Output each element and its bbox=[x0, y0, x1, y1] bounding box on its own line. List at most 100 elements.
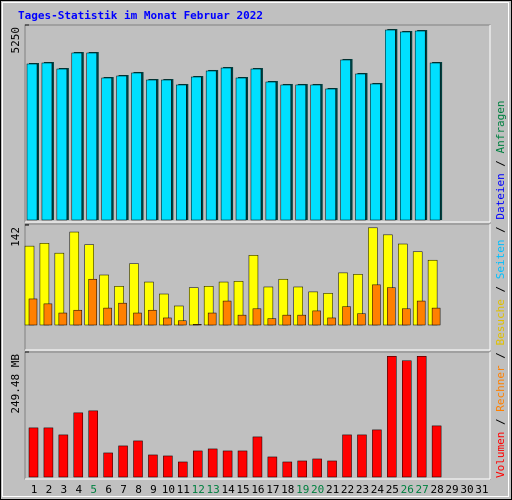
legend-entry: Besuche bbox=[494, 299, 507, 345]
bar bbox=[312, 310, 321, 326]
bar bbox=[148, 454, 158, 478]
bar bbox=[431, 425, 442, 478]
x-tick-label: 11 bbox=[177, 483, 190, 496]
x-tick-label: 25 bbox=[386, 483, 399, 496]
bar bbox=[163, 455, 173, 478]
x-tick-label: 13 bbox=[207, 483, 220, 496]
bar bbox=[400, 31, 411, 221]
bar bbox=[222, 300, 232, 326]
bar bbox=[385, 29, 396, 221]
legend: Volumen / Rechner / Besuche / Seiten / D… bbox=[494, 100, 507, 478]
bar bbox=[295, 84, 306, 221]
bar bbox=[282, 461, 293, 478]
bar bbox=[416, 300, 426, 326]
x-tick-label: 12 bbox=[192, 483, 205, 496]
x-tick-label: 24 bbox=[371, 483, 385, 496]
bar bbox=[372, 429, 382, 478]
bar bbox=[414, 30, 426, 221]
bar bbox=[355, 73, 366, 221]
x-tick-label: 5 bbox=[90, 483, 97, 496]
bar bbox=[267, 456, 278, 478]
bar bbox=[372, 284, 381, 326]
bar bbox=[327, 460, 337, 478]
bar bbox=[43, 303, 53, 326]
bar bbox=[28, 298, 38, 326]
x-tick-label: 30 bbox=[460, 483, 473, 496]
bar bbox=[58, 312, 68, 326]
x-tick-label: 6 bbox=[105, 483, 112, 496]
y-tick-label: 5250 bbox=[9, 27, 22, 54]
legend-separator: / bbox=[494, 412, 507, 432]
x-tick-label: 3 bbox=[61, 483, 68, 496]
bar bbox=[416, 355, 427, 478]
bar bbox=[282, 314, 292, 326]
bar bbox=[250, 68, 262, 221]
bar bbox=[252, 308, 262, 326]
bar bbox=[340, 59, 351, 221]
x-tick-label: 20 bbox=[311, 483, 324, 496]
x-tick-label: 4 bbox=[75, 483, 82, 496]
x-tick-label: 15 bbox=[236, 483, 249, 496]
legend-entry: Volumen bbox=[494, 432, 507, 478]
bar bbox=[43, 427, 54, 478]
x-tick-label: 23 bbox=[356, 483, 369, 496]
legend-separator: / bbox=[494, 346, 507, 366]
bar bbox=[131, 72, 142, 221]
bar bbox=[402, 308, 411, 326]
x-tick-label: 14 bbox=[221, 483, 235, 496]
x-tick-label: 18 bbox=[281, 483, 294, 496]
bar bbox=[267, 318, 277, 326]
legend-entry: Rechner bbox=[494, 365, 507, 412]
x-tick-label: 19 bbox=[296, 483, 309, 496]
bar bbox=[163, 317, 172, 326]
bar bbox=[327, 317, 336, 326]
legend-entry: Dateien bbox=[494, 173, 507, 219]
bar bbox=[133, 440, 143, 478]
bar bbox=[237, 314, 247, 326]
bar bbox=[56, 68, 68, 221]
bar bbox=[235, 77, 247, 221]
bar bbox=[297, 460, 307, 478]
bar bbox=[220, 67, 232, 221]
bar bbox=[176, 84, 187, 221]
bar bbox=[237, 450, 248, 478]
bar bbox=[370, 83, 381, 221]
bar bbox=[148, 309, 157, 326]
bar bbox=[118, 302, 127, 326]
x-tick-label: 31 bbox=[475, 483, 488, 496]
bar bbox=[41, 62, 53, 221]
x-tick-label: 22 bbox=[341, 483, 354, 496]
bar bbox=[178, 461, 188, 478]
legend-separator: / bbox=[494, 279, 507, 299]
x-tick-label: 2 bbox=[46, 483, 53, 496]
bar bbox=[402, 360, 412, 478]
bar bbox=[192, 324, 202, 326]
bar bbox=[357, 434, 367, 478]
legend-entry: Seiten bbox=[494, 240, 507, 280]
legend-entry: Anfragen bbox=[494, 100, 507, 153]
x-tick-label: 26 bbox=[401, 483, 414, 496]
bar bbox=[342, 306, 351, 326]
bar bbox=[28, 427, 39, 478]
x-tick-label: 29 bbox=[445, 483, 458, 496]
bar bbox=[58, 434, 69, 478]
bar bbox=[310, 84, 321, 221]
bar bbox=[86, 52, 97, 221]
bar bbox=[88, 278, 97, 326]
bar bbox=[178, 320, 187, 326]
bar bbox=[88, 410, 98, 478]
bar bbox=[133, 312, 142, 326]
x-tick-label: 9 bbox=[150, 483, 157, 496]
bar bbox=[190, 76, 202, 221]
bar bbox=[146, 79, 157, 221]
y-tick-label: 142 bbox=[9, 227, 22, 247]
bar bbox=[297, 314, 306, 326]
x-tick-label: 1 bbox=[31, 483, 38, 496]
bar bbox=[116, 75, 127, 221]
bar bbox=[357, 313, 366, 326]
bar bbox=[73, 309, 83, 326]
bar bbox=[431, 307, 441, 326]
x-tick-label: 17 bbox=[266, 483, 279, 496]
